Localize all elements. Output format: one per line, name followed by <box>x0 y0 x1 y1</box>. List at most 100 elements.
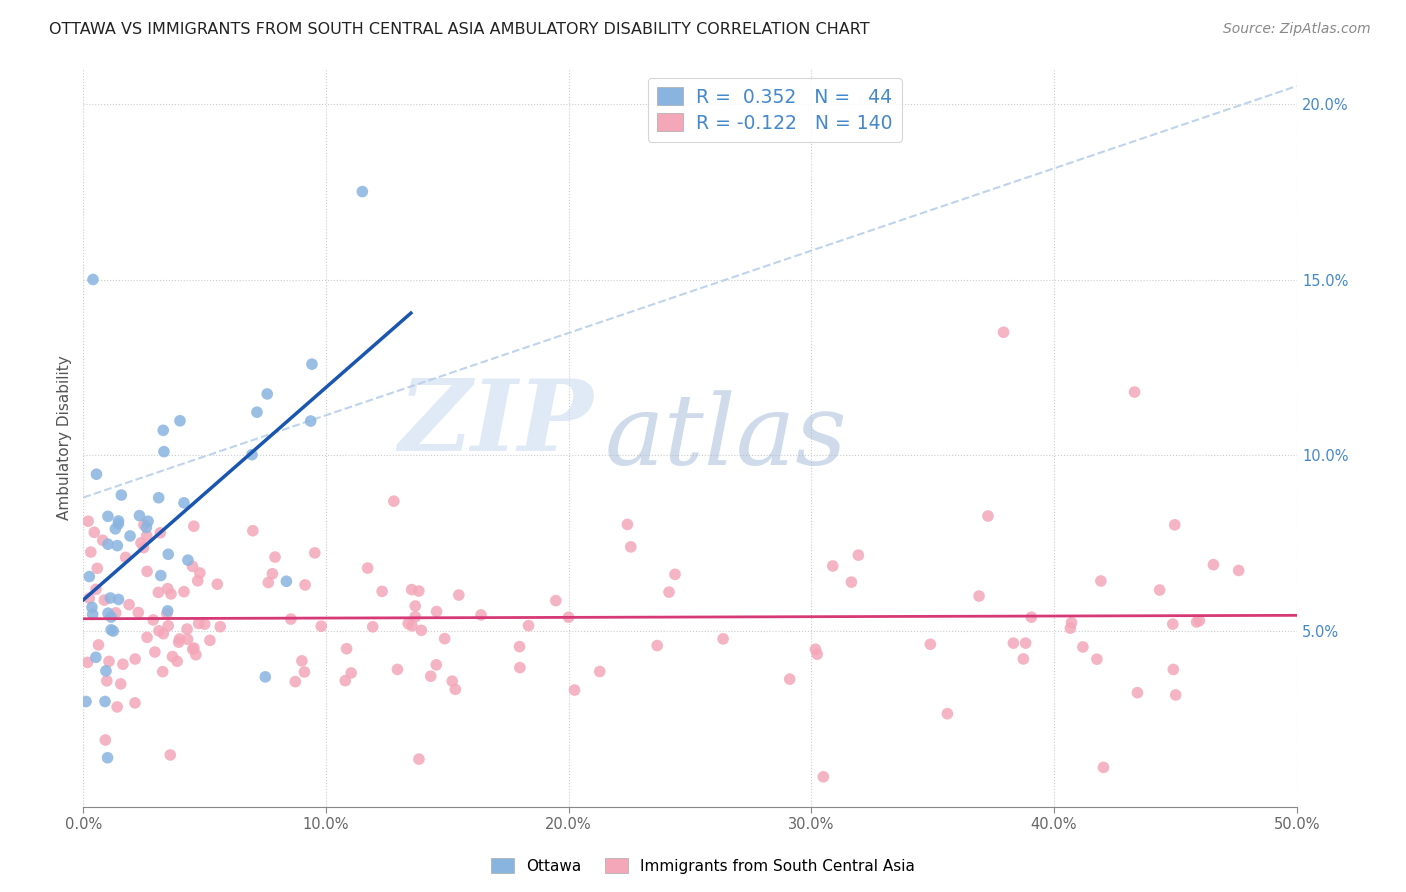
Point <box>187 574 209 588</box>
Point <box>124 652 146 666</box>
Point <box>77 591 100 606</box>
Point <box>841 575 863 590</box>
Point <box>813 770 835 784</box>
Point <box>77 514 100 528</box>
Point <box>1021 610 1043 624</box>
Point <box>1002 636 1025 650</box>
Point <box>1092 760 1115 774</box>
Point <box>184 648 207 662</box>
Point <box>846 548 869 562</box>
Point <box>132 517 155 532</box>
Point <box>408 584 430 599</box>
Point <box>419 669 441 683</box>
Point <box>1149 582 1171 597</box>
Point <box>1085 652 1108 666</box>
Point <box>1163 663 1185 677</box>
Point <box>411 624 433 638</box>
Point <box>361 620 384 634</box>
Point <box>173 496 195 510</box>
Point <box>148 585 170 599</box>
Point <box>79 569 101 583</box>
Point <box>404 609 426 624</box>
Point <box>299 414 322 428</box>
Point <box>509 640 531 654</box>
Point <box>240 448 263 462</box>
Legend: R =  0.352   N =   44, R = -0.122   N = 140: R = 0.352 N = 44, R = -0.122 N = 140 <box>648 78 903 142</box>
Point <box>967 589 990 603</box>
Point <box>84 582 107 597</box>
Point <box>156 582 179 596</box>
Point <box>711 632 734 646</box>
Point <box>356 561 378 575</box>
Point <box>136 514 159 528</box>
Point <box>264 550 287 565</box>
Point <box>1185 615 1208 629</box>
Point <box>136 565 159 579</box>
Point <box>207 577 229 591</box>
Point <box>94 664 117 678</box>
Point <box>97 606 120 620</box>
Point <box>371 584 394 599</box>
Point <box>82 607 104 622</box>
Point <box>242 524 264 538</box>
Point <box>107 592 129 607</box>
Point <box>149 568 172 582</box>
Point <box>821 558 844 573</box>
Point <box>152 626 174 640</box>
Point <box>156 607 179 621</box>
Point <box>176 632 198 647</box>
Point <box>444 682 467 697</box>
Point <box>441 674 464 689</box>
Point <box>1071 640 1094 654</box>
Point <box>993 325 1015 339</box>
Point <box>160 587 183 601</box>
Point <box>1164 517 1187 532</box>
Point <box>291 654 314 668</box>
Point <box>157 547 180 561</box>
Point <box>352 185 374 199</box>
Point <box>118 598 141 612</box>
Point <box>84 650 107 665</box>
Point <box>183 519 205 533</box>
Point <box>188 566 211 580</box>
Point <box>135 520 157 534</box>
Point <box>335 673 357 688</box>
Point <box>616 517 638 532</box>
Point <box>401 582 423 597</box>
Text: OTTAWA VS IMMIGRANTS FROM SOUTH CENTRAL ASIA AMBULATORY DISABILITY CORRELATION C: OTTAWA VS IMMIGRANTS FROM SOUTH CENTRAL … <box>49 22 870 37</box>
Point <box>1126 686 1149 700</box>
Point <box>433 632 456 646</box>
Point <box>404 599 426 613</box>
Point <box>294 578 316 592</box>
Point <box>110 677 132 691</box>
Point <box>104 606 127 620</box>
Point <box>181 642 204 657</box>
Point <box>256 387 278 401</box>
Point <box>396 616 419 631</box>
Point <box>276 574 298 589</box>
Point <box>620 540 643 554</box>
Point <box>157 619 180 633</box>
Point <box>408 752 430 766</box>
Point <box>107 516 129 531</box>
Point <box>1060 615 1083 630</box>
Point <box>425 657 447 672</box>
Point <box>658 585 681 599</box>
Point <box>645 639 668 653</box>
Point <box>98 654 121 668</box>
Point <box>936 706 959 721</box>
Point <box>128 508 150 523</box>
Text: atlas: atlas <box>605 390 848 485</box>
Point <box>198 633 221 648</box>
Point <box>1161 617 1184 632</box>
Point <box>509 660 531 674</box>
Text: Source: ZipAtlas.com: Source: ZipAtlas.com <box>1223 22 1371 37</box>
Point <box>93 593 115 607</box>
Point <box>1090 574 1112 588</box>
Point <box>120 529 142 543</box>
Point <box>100 610 122 624</box>
Point <box>104 522 127 536</box>
Point <box>1188 614 1211 628</box>
Point <box>105 699 128 714</box>
Point <box>114 550 136 565</box>
